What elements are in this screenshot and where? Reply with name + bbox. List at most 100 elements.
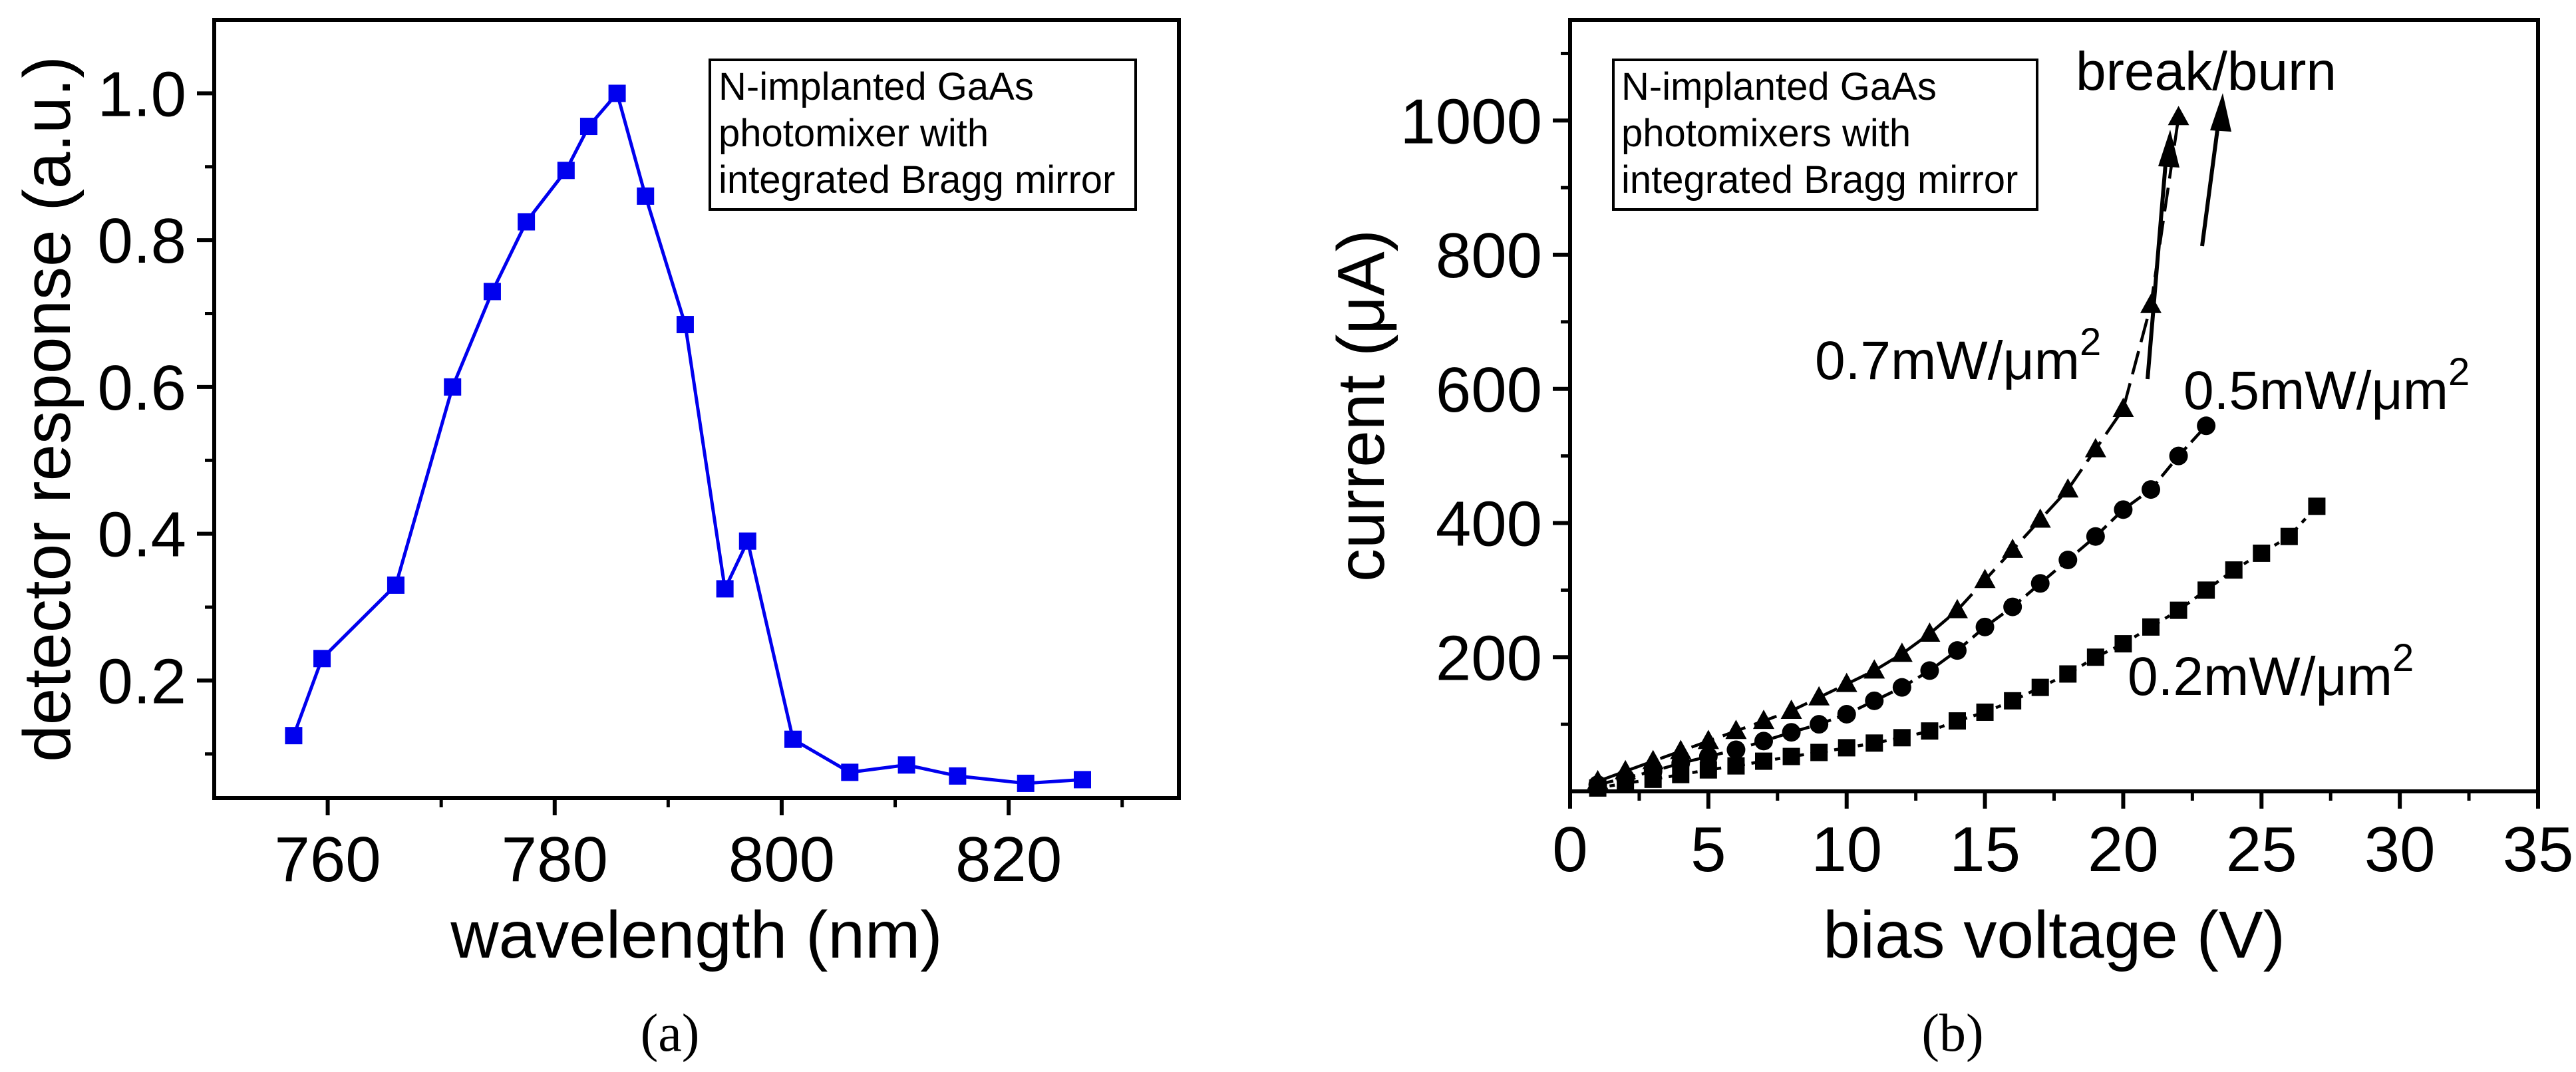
data-point-b [2002, 538, 2024, 558]
data-point-b [1947, 599, 1968, 618]
data-point-b [2058, 551, 2078, 569]
data-point-b [1644, 770, 1662, 788]
series-label-superscript: 2 [2392, 636, 2414, 680]
data-point-b [1699, 761, 1717, 779]
data-point-b [1974, 569, 1996, 589]
series-line-b [1597, 116, 2180, 783]
data-point-b [1865, 691, 1884, 710]
data-point-b [2225, 561, 2243, 579]
y-tick-label-b: 1000 [1400, 86, 1542, 157]
data-point-a [313, 650, 331, 668]
x-tick-label-b: 20 [2088, 814, 2159, 885]
series-label-text: 0.2mW/μm [2128, 646, 2392, 707]
data-point-a [579, 118, 597, 136]
data-point-a [738, 532, 756, 550]
data-point-b [1891, 642, 1913, 662]
x-tick-label-b: 15 [1949, 814, 2020, 885]
data-point-b [1865, 734, 1883, 752]
y-tick-label-b: 600 [1436, 354, 1542, 426]
data-point-b [2031, 678, 2049, 696]
caption-b: (b) [1921, 1004, 1983, 1063]
data-point-b [2112, 398, 2134, 418]
data-point-a [676, 316, 694, 334]
data-point-a [483, 283, 501, 301]
data-point-b [2004, 692, 2022, 710]
data-point-b [1920, 661, 1939, 680]
y-tick-label-b: 400 [1436, 489, 1542, 560]
series-label-text: 0.5mW/μm [2183, 360, 2448, 421]
data-point-b [2197, 416, 2216, 436]
data-point-b [2057, 478, 2079, 498]
x-tick-label-a: 820 [955, 824, 1062, 895]
x-tick-label-a: 800 [728, 824, 835, 895]
data-point-a [518, 213, 536, 231]
series-label-b: 0.2mW/μm2 [2128, 636, 2414, 707]
break-arrowhead-2 [2210, 93, 2231, 132]
annotation-line-a: integrated Bragg mirror [719, 158, 1115, 201]
x-tick-label-a: 780 [502, 824, 608, 895]
y-tick-label-a: 0.2 [98, 646, 186, 717]
data-point-b [2169, 446, 2188, 466]
data-point-b [2170, 601, 2187, 619]
series-line-b [1597, 505, 2319, 790]
series-label-superscript: 2 [2080, 321, 2101, 364]
data-point-a [1017, 774, 1035, 792]
y-tick-label-a: 0.4 [98, 499, 186, 571]
annotation-box-a [709, 59, 1137, 211]
data-point-a [784, 730, 802, 748]
y-axis-label-b: current (μA) [1324, 229, 1398, 582]
data-point-b [1755, 752, 1772, 770]
data-point-b [1836, 672, 1857, 692]
data-point-b [1782, 747, 1800, 765]
data-point-b [1726, 740, 1746, 759]
data-point-a [637, 187, 655, 205]
data-point-a [1074, 771, 1091, 789]
data-point-b [2059, 665, 2077, 683]
annotation-line-b: photomixers with [1621, 112, 1911, 155]
data-point-b [2197, 581, 2215, 599]
data-point-b [1670, 739, 1692, 759]
data-point-b [1672, 765, 1690, 783]
x-tick-label-b: 35 [2503, 814, 2574, 885]
annotation-line-a: N-implanted GaAs [719, 65, 1034, 108]
x-axis-label-b: bias voltage (V) [1823, 898, 2285, 972]
data-point-b [2308, 497, 2326, 515]
data-point-b [1893, 729, 1911, 747]
panel-b: 0 5 10 15 20 25 30 35 200 400 600 800 1000 bias volta… [1324, 18, 2574, 1063]
data-point-b [1697, 730, 1719, 749]
caption-a: (a) [641, 1004, 700, 1063]
data-point-b [1754, 732, 1773, 751]
series-label-b: 0.5mW/μm2 [2183, 350, 2470, 421]
y-tick-label-a: 1.0 [98, 59, 186, 130]
data-point-b [1727, 757, 1745, 775]
break-arrow-2 [2200, 119, 2221, 247]
data-point-b [2114, 500, 2133, 519]
data-point-b [1698, 747, 1718, 766]
data-point-b [1810, 715, 1829, 734]
data-point-b [1617, 774, 1635, 792]
data-point-b [1753, 710, 1774, 730]
data-point-b [2253, 544, 2271, 562]
x-tick-label-b: 0 [1552, 814, 1587, 885]
data-point-b [2030, 574, 2050, 593]
y-tick-label-b: 200 [1436, 622, 1542, 694]
x-tick-label-b: 10 [1811, 814, 1882, 885]
data-point-a [716, 580, 734, 598]
data-point-a [949, 767, 967, 785]
y-tick-label-a: 0.6 [98, 352, 186, 424]
x-tick-label-b: 5 [1690, 814, 1726, 885]
series-label-b: 0.7mW/μm2 [1815, 321, 2101, 391]
data-point-a [285, 727, 303, 745]
data-point-b [1919, 622, 1941, 642]
data-point-a [897, 756, 915, 774]
data-point-a [841, 763, 859, 781]
data-point-b [2029, 508, 2051, 528]
y-axis-label-a: detector response (a.u.) [10, 56, 84, 762]
data-point-b [1976, 703, 1994, 721]
x-tick-label-b: 25 [2226, 814, 2297, 885]
data-point-b [2140, 293, 2162, 313]
data-point-b [2280, 527, 2298, 545]
data-point-b [2086, 527, 2105, 546]
data-point-b [1808, 686, 1830, 706]
